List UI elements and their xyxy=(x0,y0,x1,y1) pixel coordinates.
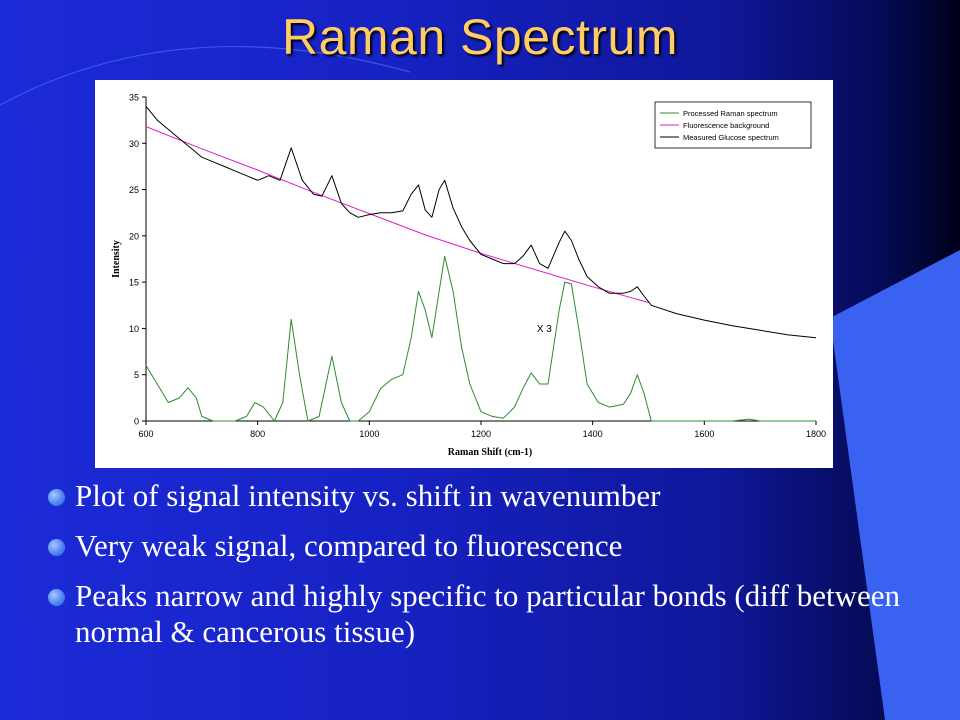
bullet-item: Very weak signal, compared to fluorescen… xyxy=(48,528,928,564)
raman-chart: 0 5 10 15 20 25 30 35 600 800 1000 1200 1400 1600 1800… xyxy=(111,93,826,459)
fluorescence-background-line xyxy=(145,126,649,303)
legend-box xyxy=(654,101,812,149)
y-tick-label: 0 xyxy=(134,417,139,427)
y-tick-label: 15 xyxy=(129,278,139,288)
bullet-text: Very weak signal, compared to fluorescen… xyxy=(75,528,623,563)
x-tick-label: 800 xyxy=(250,429,265,439)
y-tick-label: 10 xyxy=(129,324,139,334)
x-tick-label: 1600 xyxy=(694,429,714,439)
x-tick-label: 1800 xyxy=(806,429,826,439)
bullet-item: Peaks narrow and highly specific to part… xyxy=(48,578,928,650)
y-tick-label: 25 xyxy=(129,185,139,195)
legend-label: Fluorescence background xyxy=(683,121,769,130)
x-tick-label: 1200 xyxy=(471,429,491,439)
y-axis-label: Intensity xyxy=(111,240,122,278)
bullet-item: Plot of signal intensity vs. shift in wa… xyxy=(48,478,928,514)
bullet-icon xyxy=(48,489,65,506)
y-tick-label: 5 xyxy=(134,370,139,380)
chart-panel: 0 5 10 15 20 25 30 35 600 800 1000 1200 1400 1600 1800… xyxy=(95,80,833,468)
bullet-text: Peaks narrow and highly specific to part… xyxy=(75,578,900,649)
x-tick-label: 600 xyxy=(138,429,153,439)
chart-annotation: X 3 xyxy=(537,324,552,335)
x-tick-label: 1000 xyxy=(359,429,379,439)
legend-label: Processed Raman spectrum xyxy=(683,109,778,118)
bullet-text: Plot of signal intensity vs. shift in wa… xyxy=(75,478,661,513)
bullet-list: Plot of signal intensity vs. shift in wa… xyxy=(48,478,928,664)
processed-raman-line xyxy=(145,255,816,422)
bullet-icon xyxy=(48,539,65,556)
x-axis-label: Raman Shift (cm-1) xyxy=(448,447,532,458)
y-tick-label: 20 xyxy=(129,231,139,241)
y-tick-label: 35 xyxy=(129,93,139,103)
legend-label: Measured Glucose spectrum xyxy=(683,133,779,142)
y-tick-label: 30 xyxy=(129,139,139,149)
right-accent-panel xyxy=(830,250,960,720)
background-arc xyxy=(0,46,411,106)
bullet-icon xyxy=(48,589,65,606)
slide-title: Raman Spectrum xyxy=(281,9,679,65)
x-tick-label: 1400 xyxy=(583,429,603,439)
measured-glucose-line xyxy=(145,105,817,339)
